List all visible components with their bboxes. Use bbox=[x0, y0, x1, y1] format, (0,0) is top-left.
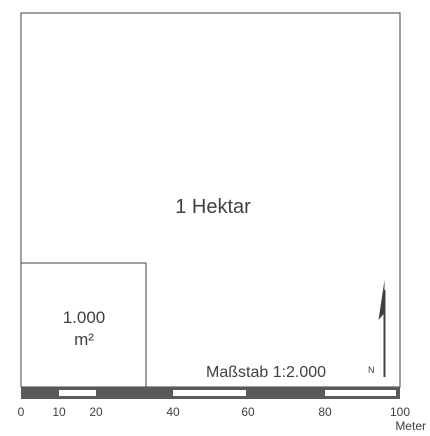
small-square-value: 1.000 bbox=[63, 308, 106, 327]
scale-bar-white-segment bbox=[325, 390, 396, 396]
north-label: N bbox=[368, 365, 375, 375]
scale-tick-label: 40 bbox=[166, 405, 180, 419]
scale-bar bbox=[21, 387, 400, 399]
hectare-label: 1 Hektar bbox=[175, 196, 251, 218]
scale-tick-label: 60 bbox=[241, 405, 255, 419]
small-square-unit: m² bbox=[74, 330, 94, 349]
scale-bar-white-segment bbox=[59, 390, 96, 396]
scale-tick-label: 100 bbox=[390, 405, 410, 419]
scale-bar-white-segment bbox=[173, 390, 246, 396]
scale-tick-label: 0 bbox=[18, 405, 25, 419]
scale-unit-label: Meter bbox=[395, 419, 426, 433]
scale-tick-label: 80 bbox=[318, 405, 332, 419]
scale-tick-label: 10 bbox=[52, 405, 66, 419]
scale-label: Maßstab 1:2.000 bbox=[206, 364, 326, 381]
scale-tick-label: 20 bbox=[89, 405, 103, 419]
north-arrow-icon bbox=[378, 280, 386, 377]
